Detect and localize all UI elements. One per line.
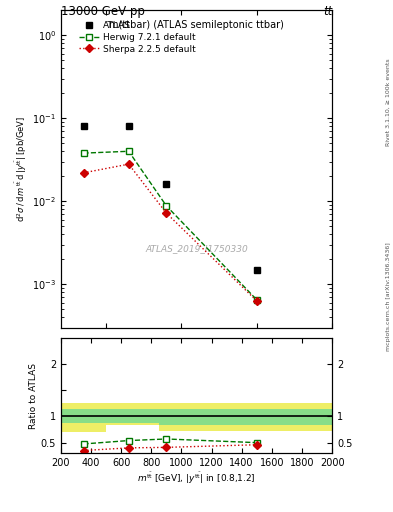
Bar (159, 409, 332, 425)
Text: Rivet 3.1.10, ≥ 100k events: Rivet 3.1.10, ≥ 100k events (386, 58, 391, 146)
Bar (106, 409, 159, 423)
Text: m(ttbar) (ATLAS semileptonic ttbar): m(ttbar) (ATLAS semileptonic ttbar) (109, 20, 284, 30)
Text: ATLAS_2019_I1750330: ATLAS_2019_I1750330 (145, 244, 248, 253)
Bar (106, 403, 159, 425)
Bar (159, 403, 332, 431)
Legend: ATLAS, Herwig 7.2.1 default, Sherpa 2.2.5 default: ATLAS, Herwig 7.2.1 default, Sherpa 2.2.… (79, 21, 196, 54)
Y-axis label: $\mathrm{d}^2\sigma\,/\,\mathrm{d}\,m^{\,\mathrm{t\bar{t}}}\,\mathrm{d}\,|y^{\ma: $\mathrm{d}^2\sigma\,/\,\mathrm{d}\,m^{\… (14, 116, 29, 222)
Bar (61, 403, 106, 432)
Text: mcplots.cern.ch [arXiv:1306.3436]: mcplots.cern.ch [arXiv:1306.3436] (386, 243, 391, 351)
Text: 13000 GeV pp: 13000 GeV pp (61, 5, 145, 18)
Bar (61, 409, 106, 423)
Text: tt: tt (323, 5, 332, 18)
Y-axis label: Ratio to ATLAS: Ratio to ATLAS (29, 362, 38, 429)
X-axis label: $m^{\mathrm{t\bar{t}}}$ [GeV], $|y^{\mathrm{t\bar{t}}}|$ in [0.8,1.2]: $m^{\mathrm{t\bar{t}}}$ [GeV], $|y^{\mat… (137, 471, 256, 486)
